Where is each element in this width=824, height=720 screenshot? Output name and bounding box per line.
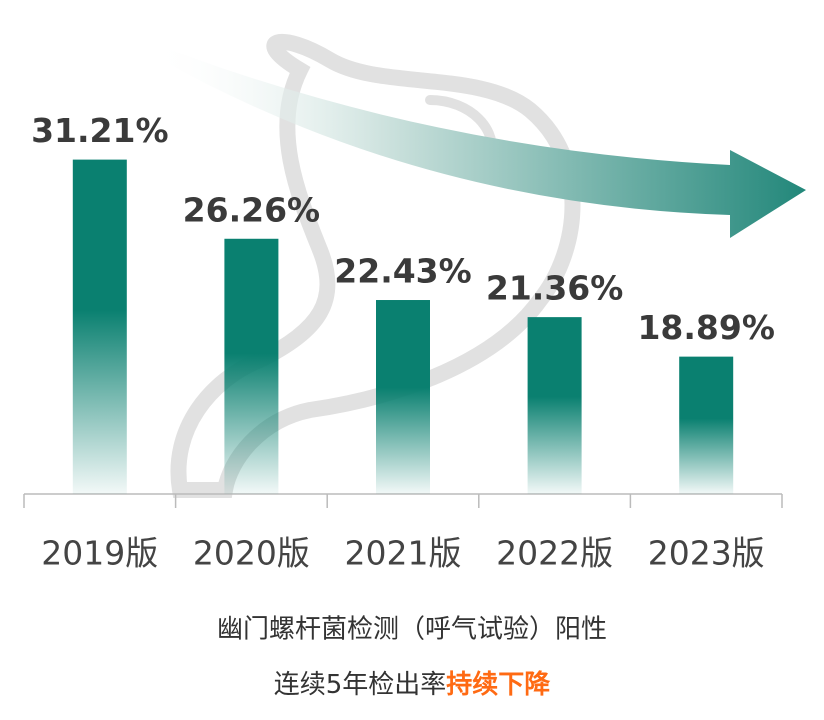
caption-text: 连续5年检出率 [274, 670, 447, 700]
caption-line: 连续5年检出率持续下降 [274, 669, 552, 700]
bar [527, 317, 582, 494]
trend-arrow [150, 42, 806, 238]
x-tick-label: 2020版 [193, 534, 310, 573]
data-label: 31.21% [31, 111, 168, 150]
x-tick-label: 2019版 [41, 534, 158, 573]
bar [224, 238, 279, 494]
data-label: 26.26% [183, 190, 320, 229]
x-tick-label: 2022版 [496, 534, 613, 573]
data-label: 18.89% [637, 308, 774, 347]
data-label: 22.43% [334, 252, 471, 291]
caption: 幽门螺杆菌检测（呼气试验）阳性 连续5年检出率持续下降 [217, 615, 607, 700]
caption-line: 幽门螺杆菌检测（呼气试验）阳性 [217, 615, 607, 645]
bar [72, 159, 127, 494]
data-label: 21.36% [486, 269, 623, 308]
bar [376, 300, 430, 494]
x-tick-label: 2021版 [345, 534, 462, 573]
bar [679, 356, 734, 494]
caption-highlight: 持续下降 [446, 669, 551, 700]
x-tick-label: 2023版 [648, 534, 765, 573]
